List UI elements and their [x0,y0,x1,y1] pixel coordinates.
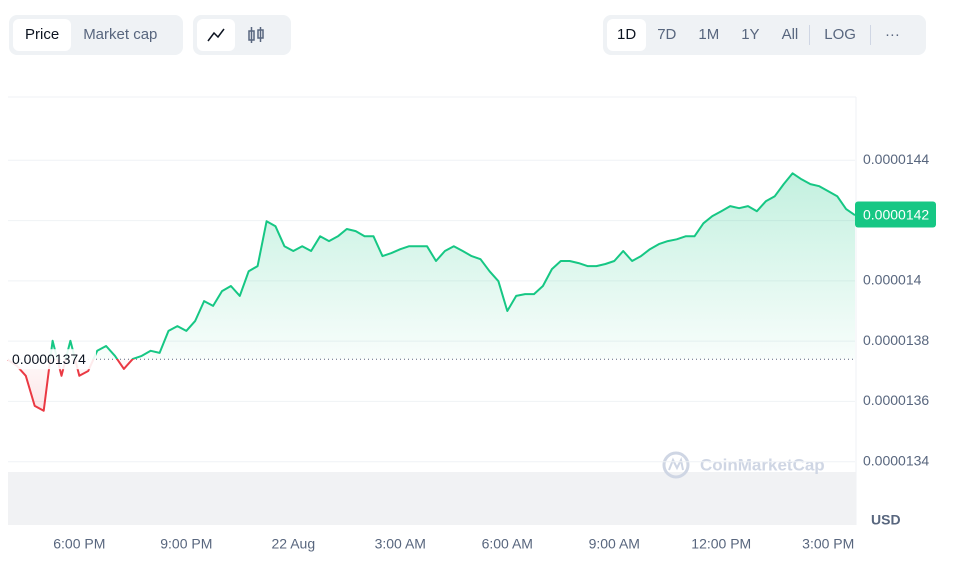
price-tag [855,201,936,228]
x-tick-label: 12:00 PM [691,536,751,552]
more-button[interactable]: ··· [884,26,900,43]
log-button[interactable]: LOG [824,26,856,43]
baseline-label: 0.00001374 [12,351,86,367]
volume-band [8,472,856,525]
currency-label: USD [871,512,901,528]
baseline-label-bg [8,349,96,370]
divider [869,25,871,45]
range-button[interactable]: 1Y [741,26,760,43]
y-tick-label: 0.0000142 [863,211,929,227]
price-area [8,173,855,411]
line-chart-button[interactable] [197,19,235,51]
range-group: 1D 7D 1M 1Y All LOG ··· [603,15,926,55]
watermark-text: CoinMarketCap [700,455,825,474]
range-button[interactable]: 1M [698,26,720,43]
x-tick-label: 9:00 AM [589,536,640,552]
price-tag-label: 0.0000142 [863,206,929,222]
y-tick-label: 0.0000144 [863,151,929,167]
y-tick-label: 0.0000136 [863,392,929,408]
range-button[interactable]: 1D [607,19,647,51]
y-tick-label: 0.0000138 [863,332,929,348]
x-tick-label: 3:00 AM [375,536,426,552]
tab[interactable]: Price [13,19,72,51]
range-button[interactable]: 7D [657,26,677,43]
y-tick-label: 0.0000134 [863,452,929,468]
y-tick-label: 0.000014 [863,272,922,288]
line-icon [207,28,225,42]
candle-chart-button[interactable] [235,19,277,51]
divider [809,25,811,45]
x-tick-label: 9:00 PM [160,536,212,552]
tab-group: Price Market cap [9,15,183,55]
candle-icon [248,27,264,43]
price-line [7,172,856,412]
chart-type-group [193,15,291,55]
range-button[interactable]: All [781,26,799,43]
tab[interactable]: Market cap [83,26,158,43]
x-tick-label: 22 Aug [272,536,316,552]
x-tick-label: 6:00 AM [482,536,533,552]
x-tick-label: 3:00 PM [802,536,854,552]
x-tick-label: 6:00 PM [53,536,105,552]
watermark: CoinMarketCap [662,451,825,479]
